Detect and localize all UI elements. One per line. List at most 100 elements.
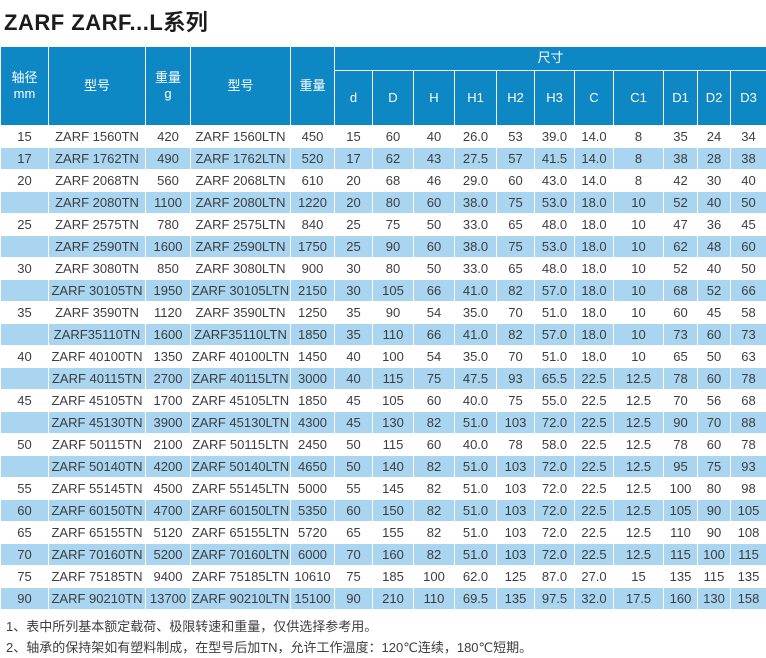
cell-d: 90 [335, 588, 373, 610]
cell-d: 25 [335, 236, 373, 258]
cell-D3: 78 [731, 434, 766, 456]
col-header-dim-D1: D1 [664, 71, 698, 126]
cell-model-ltn: ZARF 2575LTN [191, 214, 291, 236]
cell-H2: 75 [497, 236, 535, 258]
cell-D1: 78 [664, 368, 698, 390]
cell-model-tn: ZARF 2068TN [49, 170, 146, 192]
cell-model-ltn: ZARF 30105LTN [191, 280, 291, 302]
cell-model-tn: ZARF 40100TN [49, 346, 146, 368]
cell-H1: 38.0 [455, 236, 497, 258]
cell-d: 30 [335, 258, 373, 280]
cell-H3: 48.0 [535, 258, 575, 280]
cell-H: 43 [414, 148, 455, 170]
cell-C1: 17.5 [614, 588, 664, 610]
cell-D2: 90 [698, 522, 731, 544]
cell-H3: 41.5 [535, 148, 575, 170]
cell-d: 65 [335, 522, 373, 544]
cell-H: 82 [414, 522, 455, 544]
cell-C: 22.5 [575, 456, 614, 478]
cell-D3: 50 [731, 258, 766, 280]
cell-D2: 75 [698, 456, 731, 478]
cell-model-ltn: ZARF 40115LTN [191, 368, 291, 390]
cell-C: 14.0 [575, 170, 614, 192]
cell-D: 185 [373, 566, 414, 588]
cell-C: 18.0 [575, 280, 614, 302]
cell-D: 105 [373, 280, 414, 302]
cell-C: 18.0 [575, 236, 614, 258]
cell-weight-l: 5000 [291, 478, 335, 500]
cell-D1: 135 [664, 566, 698, 588]
cell-model-ltn: ZARF 2080LTN [191, 192, 291, 214]
cell-H3: 72.0 [535, 544, 575, 566]
cell-H3: 57.0 [535, 324, 575, 346]
cell-D2: 40 [698, 258, 731, 280]
cell-weight-l: 1250 [291, 302, 335, 324]
cell-D: 80 [373, 258, 414, 280]
cell-D: 155 [373, 522, 414, 544]
cell-weight-g: 1100 [146, 192, 191, 214]
cell-H1: 33.0 [455, 258, 497, 280]
cell-H: 82 [414, 456, 455, 478]
cell-d: 20 [335, 192, 373, 214]
cell-H2: 93 [497, 368, 535, 390]
cell-H: 60 [414, 390, 455, 412]
cell-H1: 69.5 [455, 588, 497, 610]
cell-D2: 130 [698, 588, 731, 610]
cell-shaft-mm: 30 [1, 258, 49, 280]
cell-model-ltn: ZARF 3080LTN [191, 258, 291, 280]
cell-shaft-mm: 65 [1, 522, 49, 544]
cell-D1: 115 [664, 544, 698, 566]
cell-D1: 105 [664, 500, 698, 522]
cell-C: 22.5 [575, 390, 614, 412]
cell-D3: 34 [731, 126, 766, 148]
cell-H3: 72.0 [535, 522, 575, 544]
cell-model-tn: ZARF 45105TN [49, 390, 146, 412]
cell-H3: 87.0 [535, 566, 575, 588]
cell-model-tn: ZARF 1560TN [49, 126, 146, 148]
cell-model-tn: ZARF 55145TN [49, 478, 146, 500]
cell-weight-l: 840 [291, 214, 335, 236]
cell-weight-g: 2700 [146, 368, 191, 390]
cell-C: 14.0 [575, 148, 614, 170]
cell-H1: 62.0 [455, 566, 497, 588]
col-header-dimensions-group: 尺寸 [335, 47, 766, 71]
cell-model-tn: ZARF 50115TN [49, 434, 146, 456]
cell-H: 60 [414, 192, 455, 214]
cell-H: 82 [414, 478, 455, 500]
cell-weight-g: 420 [146, 126, 191, 148]
cell-C1: 10 [614, 236, 664, 258]
cell-H3: 51.0 [535, 302, 575, 324]
cell-D: 90 [373, 236, 414, 258]
cell-C1: 8 [614, 126, 664, 148]
cell-D: 130 [373, 412, 414, 434]
cell-H: 60 [414, 434, 455, 456]
cell-D1: 52 [664, 192, 698, 214]
cell-H: 82 [414, 500, 455, 522]
cell-D: 100 [373, 346, 414, 368]
cell-C: 22.5 [575, 412, 614, 434]
cell-model-ltn: ZARF 50115LTN [191, 434, 291, 456]
cell-H1: 33.0 [455, 214, 497, 236]
cell-C1: 12.5 [614, 500, 664, 522]
cell-d: 40 [335, 346, 373, 368]
cell-D3: 60 [731, 236, 766, 258]
cell-d: 30 [335, 280, 373, 302]
cell-weight-g: 1120 [146, 302, 191, 324]
cell-H1: 47.5 [455, 368, 497, 390]
cell-D1: 47 [664, 214, 698, 236]
cell-H: 66 [414, 324, 455, 346]
cell-model-ltn: ZARF 90210LTN [191, 588, 291, 610]
col-header-dim-H1: H1 [455, 71, 497, 126]
cell-H2: 75 [497, 390, 535, 412]
cell-C1: 10 [614, 214, 664, 236]
cell-H1: 41.0 [455, 280, 497, 302]
cell-D2: 48 [698, 236, 731, 258]
